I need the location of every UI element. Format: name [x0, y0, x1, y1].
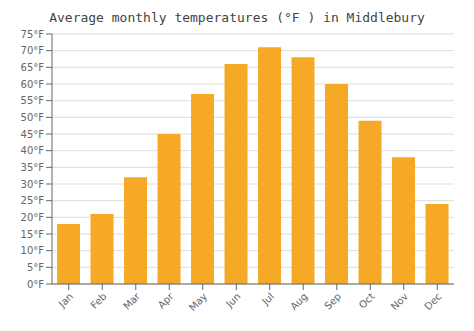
svg-text:10°F: 10°F — [21, 245, 45, 256]
svg-text:Mar: Mar — [121, 290, 143, 312]
svg-text:35°F: 35°F — [21, 162, 45, 173]
svg-text:May: May — [187, 291, 209, 313]
svg-text:45°F: 45°F — [21, 129, 45, 140]
svg-text:Dec: Dec — [422, 291, 443, 312]
svg-text:75°F: 75°F — [21, 29, 45, 40]
svg-text:Feb: Feb — [88, 291, 108, 311]
svg-text:55°F: 55°F — [21, 95, 45, 106]
svg-text:30°F: 30°F — [21, 179, 45, 190]
svg-text:65°F: 65°F — [21, 62, 45, 73]
svg-text:Nov: Nov — [389, 291, 411, 313]
svg-text:50°F: 50°F — [21, 112, 45, 123]
svg-text:40°F: 40°F — [21, 145, 45, 156]
svg-text:60°F: 60°F — [21, 79, 45, 90]
svg-text:15°F: 15°F — [21, 229, 45, 240]
html-text:Average monthly temperatures (: Average monthly temperatures (°F ) in Mi… — [49, 10, 425, 25]
svg-text:20°F: 20°F — [21, 212, 45, 223]
svg-text:Oct: Oct — [357, 291, 377, 311]
svg-text:70°F: 70°F — [21, 45, 45, 56]
svg-text:Jan: Jan — [56, 291, 75, 310]
svg-text:Aug: Aug — [288, 291, 310, 313]
svg-text:Apr: Apr — [156, 290, 177, 311]
svg-text:Jun: Jun — [223, 291, 243, 311]
svg-text:25°F: 25°F — [21, 195, 45, 206]
svg-text:Jul: Jul — [259, 291, 276, 308]
svg-text:5°F: 5°F — [27, 262, 44, 273]
svg-text:0°F: 0°F — [27, 279, 44, 290]
svg-text:Sep: Sep — [322, 291, 343, 312]
